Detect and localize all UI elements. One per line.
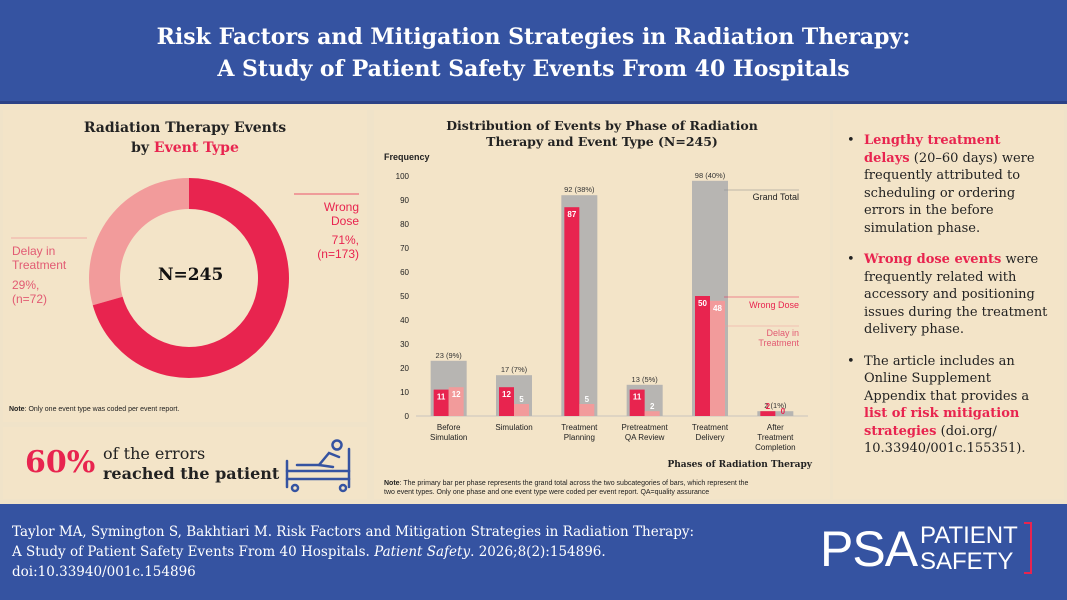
donut-chart xyxy=(11,178,359,378)
bar-delay-label: 0 xyxy=(781,407,786,416)
bar-wrong-dose-label: 11 xyxy=(633,393,642,402)
donut-panel: Radiation Therapy Events by Event Type N… xyxy=(3,110,367,422)
bar-delay xyxy=(644,411,660,416)
y-tick-label: 90 xyxy=(400,196,409,205)
x-tick-label: QA Review xyxy=(625,433,665,442)
y-tick-label: 20 xyxy=(400,364,409,373)
chart-title-line2: Therapy and Event Type (N=245) xyxy=(486,134,718,149)
y-tick-label: 40 xyxy=(400,316,409,325)
x-tick-label: Treatment xyxy=(692,423,729,432)
bar-total-label: 17 (7%) xyxy=(501,365,528,374)
bar-delay-label: 2 xyxy=(650,402,655,411)
delay-pct: 29%, xyxy=(12,278,40,292)
bar-delay-label: 48 xyxy=(713,304,722,313)
header-banner: Risk Factors and Mitigation Strategies i… xyxy=(0,0,1067,104)
findings-list: Lengthy treatment delays (20–60 days) we… xyxy=(838,132,1050,472)
delay-name-2: Treatment xyxy=(12,258,67,272)
x-tick-label: Completion xyxy=(755,443,795,452)
bar-delay-label: 5 xyxy=(585,395,590,404)
bar-wrong-dose xyxy=(564,207,580,416)
delay-name-1: Delay in xyxy=(12,244,56,258)
bar-wrong-dose xyxy=(760,411,776,416)
donut-slice-wrong-dose xyxy=(92,178,289,378)
bar-wrong-dose-label: 11 xyxy=(437,393,446,402)
psa-logo-letters: PSA xyxy=(820,521,918,577)
bar-delay xyxy=(710,300,725,416)
bar-wrong-dose xyxy=(629,389,645,416)
page-title-line1: Risk Factors and Mitigation Strategies i… xyxy=(156,24,911,50)
legend-delay-1: Delay in xyxy=(766,328,799,338)
page-title-line2: A Study of Patient Safety Events From 40… xyxy=(217,56,850,82)
bar-total-label: 23 (9%) xyxy=(436,351,463,360)
donut-center-label: N=245 xyxy=(158,265,224,285)
y-tick-label: 70 xyxy=(400,244,409,253)
finding-1: Lengthy treatment delays (20–60 days) we… xyxy=(838,132,1050,237)
y-tick-label: 50 xyxy=(400,292,409,301)
bar-delay xyxy=(514,404,529,416)
bar-total-label: 92 (38%) xyxy=(564,185,595,194)
donut-title-highlight: Event Type xyxy=(153,140,239,156)
legend-grand-total: Grand Total xyxy=(753,192,799,202)
x-tick-label: Treatment xyxy=(757,433,794,442)
y-axis-title: Frequency xyxy=(384,152,430,162)
bar-wrong-dose-label: 2 xyxy=(766,402,771,411)
finding-2: Wrong dose events were frequently relate… xyxy=(838,251,1050,339)
bar-wrong-dose xyxy=(499,387,514,416)
chart-title-line1: Distribution of Events by Phase of Radia… xyxy=(446,118,758,133)
legend-wrong-dose: Wrong Dose xyxy=(749,300,799,310)
y-tick-label: 60 xyxy=(400,268,409,277)
x-tick-label: Treatment xyxy=(561,423,598,432)
callout-panel: 60% of the errors reached the patient xyxy=(3,427,367,499)
callout-percent: 60% xyxy=(25,445,96,480)
y-tick-label: 10 xyxy=(400,388,409,397)
wrong-dose-n: (n=173) xyxy=(317,247,359,261)
callout-line2: reached the patient xyxy=(103,464,280,483)
bar-grand-total xyxy=(757,411,794,416)
x-tick-label: Before xyxy=(437,423,461,432)
donut-title-line2: by Event Type xyxy=(131,140,239,156)
bar-chart-panel: Distribution of Events by Phase of Radia… xyxy=(374,110,830,499)
donut-note: Note: Only one event type was coded per … xyxy=(9,406,180,413)
donut-slice-delay xyxy=(88,178,189,306)
bar-delay-label: 12 xyxy=(452,390,461,399)
bar-wrong-dose xyxy=(695,296,710,416)
x-tick-label: Simulation xyxy=(430,433,467,442)
x-tick-label: Pretreatment xyxy=(622,423,669,432)
legend-delay-2: Treatment xyxy=(758,338,799,348)
hospital-bed-patient-icon xyxy=(285,439,351,493)
bar-total-label: 2 (1%) xyxy=(764,401,787,410)
y-tick-label: 30 xyxy=(400,340,409,349)
footer-banner: Taylor MA, Symington S, Bakhtiari M. Ris… xyxy=(0,504,1067,600)
bar-total-label: 98 (40%) xyxy=(695,171,726,180)
y-tick-label: 100 xyxy=(396,172,410,181)
delay-n: (n=72) xyxy=(12,292,48,306)
citation: Taylor MA, Symington S, Bakhtiari M. Ris… xyxy=(12,524,695,580)
bar-delay xyxy=(579,404,595,416)
x-tick-label: Simulation xyxy=(495,423,532,432)
bar-delay xyxy=(448,387,464,416)
x-tick-label: Delivery xyxy=(696,433,725,442)
bar-total-label: 13 (5%) xyxy=(632,375,659,384)
x-axis-title: Phases of Radiation Therapy xyxy=(667,460,812,470)
y-tick-label: 80 xyxy=(400,220,409,229)
wrong-dose-name-1: Wrong xyxy=(323,200,359,214)
logo-word-patient: PATIENT xyxy=(920,522,1018,549)
bar-wrong-dose-label: 50 xyxy=(698,299,707,308)
x-tick-label: Planning xyxy=(564,433,595,442)
bar-wrong-dose-label: 87 xyxy=(567,210,576,219)
finding-3: The article includes an Online Supplemen… xyxy=(838,353,1050,458)
x-tick-label: After xyxy=(767,423,784,432)
wrong-dose-name-2: Dose xyxy=(330,214,359,228)
logo-word-safety: SAFETY xyxy=(920,548,1014,575)
bar-wrong-dose xyxy=(433,389,449,416)
y-tick-label: 0 xyxy=(405,412,410,421)
chart-note: Note: The primary bar per phase represen… xyxy=(384,480,749,496)
bar-wrong-dose-label: 12 xyxy=(502,390,511,399)
donut-title-line1: Radiation Therapy Events xyxy=(83,120,287,136)
logo-bracket xyxy=(1024,522,1032,574)
bar-delay-label: 5 xyxy=(519,395,524,404)
callout-line1: of the errors xyxy=(103,444,206,463)
wrong-dose-pct: 71%, xyxy=(331,233,359,247)
